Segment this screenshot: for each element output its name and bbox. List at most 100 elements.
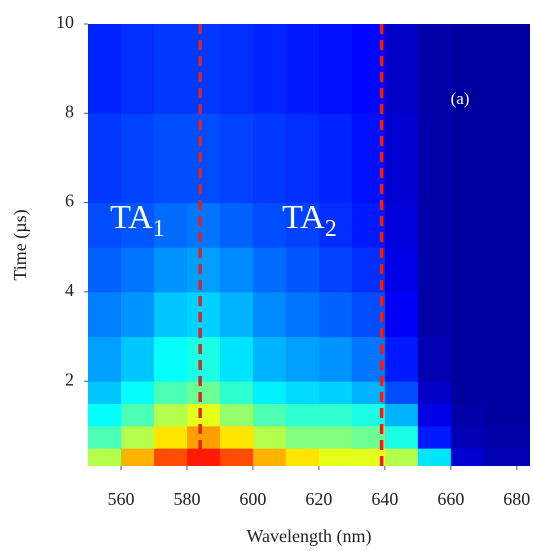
heat-cell: [88, 247, 122, 293]
heat-cell: [186, 425, 221, 449]
heat-cell: [120, 24, 155, 114]
heat-cell: [219, 448, 254, 466]
heat-cell: [318, 202, 353, 248]
heat-cell: [516, 202, 530, 248]
heat-cell: [351, 247, 386, 293]
heat-cell: [483, 403, 518, 427]
region-label-subscript: 2: [325, 216, 337, 242]
heat-cell: [384, 381, 419, 404]
heat-cell: [417, 448, 452, 466]
region-label-text: TA: [110, 199, 153, 236]
heatmap: [88, 24, 530, 466]
heat-cell: [219, 381, 254, 404]
heat-cell: [219, 336, 254, 382]
heat-cell: [120, 425, 155, 449]
heat-cell: [120, 247, 155, 293]
heat-cell: [318, 403, 353, 427]
heat-cell: [285, 247, 320, 293]
heat-cell: [450, 425, 485, 449]
heat-cell: [120, 381, 155, 404]
heat-cell: [153, 202, 188, 248]
heat-cell: [483, 425, 518, 449]
heat-cell: [153, 291, 188, 338]
y-axis-title: Time (µs): [10, 209, 31, 280]
heat-cell: [318, 381, 353, 404]
heat-cell: [384, 336, 419, 382]
heat-cell: [483, 113, 518, 204]
heat-cell: [417, 425, 452, 449]
region-label-subscript: 1: [153, 216, 165, 242]
heat-cell: [88, 336, 122, 382]
heat-cell: [186, 448, 221, 466]
heat-cell: [417, 113, 452, 204]
heat-cell: [351, 381, 386, 404]
heat-cell: [318, 113, 353, 204]
panel-annotation: (a): [451, 89, 470, 108]
heat-cell: [219, 425, 254, 449]
heat-cell: [186, 202, 221, 248]
heat-cell: [516, 113, 530, 204]
heat-cell: [351, 425, 386, 449]
heat-cell: [450, 291, 485, 338]
heat-cell: [417, 291, 452, 338]
heat-cell: [318, 24, 353, 114]
heat-cell: [483, 291, 518, 338]
region-label: TA1: [110, 199, 165, 242]
heat-cell: [417, 403, 452, 427]
heat-cell: [153, 113, 188, 204]
heat-cell: [186, 291, 221, 338]
y-tick-label: 2: [65, 369, 74, 389]
heat-cell: [417, 247, 452, 293]
heat-cell: [384, 291, 419, 338]
heat-cell: [88, 381, 122, 404]
heat-cell: [153, 336, 188, 382]
heat-cell: [88, 113, 122, 204]
heat-cell: [285, 381, 320, 404]
heat-cell: [153, 448, 188, 466]
heat-cell: [153, 403, 188, 427]
heat-cell: [219, 403, 254, 427]
overlay: [84, 23, 518, 470]
heat-cell: [285, 448, 320, 466]
heat-cell: [450, 247, 485, 293]
heat-cell: [153, 247, 188, 293]
heat-cell: [186, 24, 221, 114]
heat-cell: [219, 113, 254, 204]
heat-cell: [120, 202, 155, 248]
heat-cell: [88, 448, 122, 466]
y-tick-label: 6: [65, 191, 74, 211]
heat-cell: [516, 24, 530, 114]
heat-cell: [153, 24, 188, 114]
heat-cell: [351, 113, 386, 204]
heat-cell: [417, 381, 452, 404]
x-tick-label: 560: [107, 489, 134, 509]
heat-cell: [252, 425, 287, 449]
heat-cell: [252, 381, 287, 404]
heat-cell: [516, 425, 530, 449]
x-tick-label: 620: [305, 489, 332, 509]
heat-cell: [252, 247, 287, 293]
heat-cell: [516, 247, 530, 293]
x-tick-label: 640: [371, 489, 398, 509]
heat-cell: [219, 202, 254, 248]
heat-cell: [516, 403, 530, 427]
heat-cell: [186, 381, 221, 404]
heat-cell: [417, 336, 452, 382]
heat-cell: [186, 113, 221, 204]
heat-cell: [318, 291, 353, 338]
heat-cell: [351, 202, 386, 248]
heat-cell: [450, 113, 485, 204]
heat-cell: [516, 381, 530, 404]
heat-cell: [120, 113, 155, 204]
heat-cell: [219, 247, 254, 293]
heat-cell: [252, 448, 287, 466]
heat-cell: [285, 291, 320, 338]
y-tick-label: 10: [56, 12, 74, 32]
heat-cell: [483, 247, 518, 293]
heat-cell: [88, 403, 122, 427]
heat-cell: [384, 403, 419, 427]
heat-cell: [450, 336, 485, 382]
x-tick-label: 680: [503, 489, 530, 509]
heat-cell: [285, 202, 320, 248]
